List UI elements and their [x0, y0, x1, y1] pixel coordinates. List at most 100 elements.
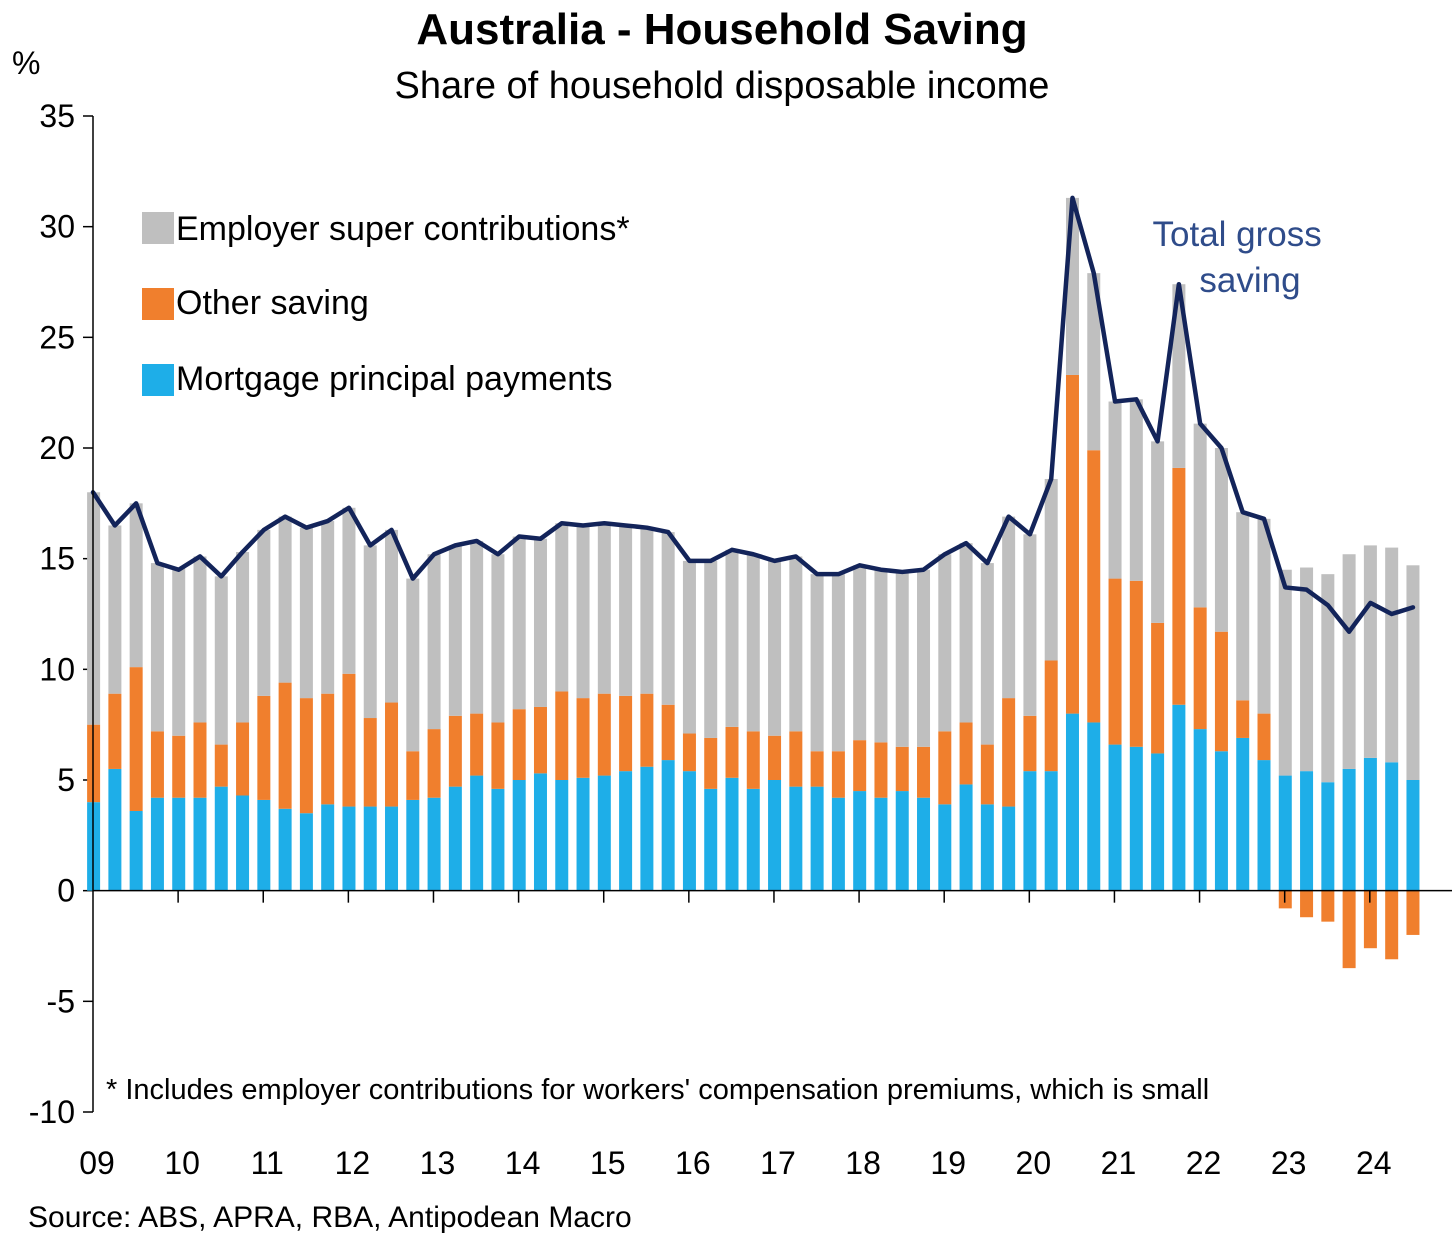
bar-employer-super [193, 556, 207, 723]
bar-other-saving [1385, 890, 1399, 960]
x-tick-label: 18 [845, 1145, 881, 1181]
bar-mortgage-principal [406, 799, 420, 891]
bar-other-saving [831, 751, 845, 798]
bar-other-saving [427, 729, 441, 798]
bar-employer-super [1385, 547, 1399, 763]
x-tick-label: 16 [675, 1145, 711, 1181]
bar-other-saving [768, 735, 782, 780]
bar-other-saving [278, 682, 292, 809]
bar-employer-super [385, 529, 399, 703]
bar-employer-super [448, 545, 462, 716]
bar-mortgage-principal [682, 771, 696, 891]
bar-other-saving [533, 706, 547, 774]
bar-other-saving [363, 718, 377, 807]
bar-employer-super [1363, 545, 1377, 758]
bar-mortgage-principal [278, 808, 292, 891]
bar-employer-super [1342, 554, 1356, 769]
bar-employer-super [257, 529, 271, 696]
x-tick-label: 24 [1356, 1145, 1392, 1181]
bar-mortgage-principal [448, 786, 462, 891]
bar-employer-super [1151, 441, 1165, 623]
bar-mortgage-principal [342, 806, 356, 891]
x-tick-label: 10 [164, 1145, 200, 1181]
bar-other-saving [491, 722, 505, 789]
bar-other-saving [108, 693, 122, 769]
bar-employer-super [874, 569, 888, 743]
bar-mortgage-principal [1193, 729, 1207, 891]
y-tick-label: 5 [57, 762, 75, 798]
x-axis: 09 10 11 12 13 14 15 16 17 18 19 20 21 22 23 24 [79, 890, 1392, 1181]
bar-other-saving [661, 704, 675, 761]
bar-employer-super [1321, 574, 1335, 783]
bar-employer-super [661, 532, 675, 705]
x-tick-label: 12 [335, 1145, 371, 1181]
bar-mortgage-principal [193, 797, 207, 891]
bar-employer-super [1278, 569, 1292, 776]
bar-other-saving [1300, 890, 1314, 918]
bar-mortgage-principal [831, 797, 845, 891]
bar-other-saving [214, 744, 228, 787]
bar-other-saving [725, 726, 739, 778]
bar-employer-super [299, 527, 313, 699]
bar-employer-super [1236, 512, 1250, 701]
bar-mortgage-principal [938, 804, 952, 891]
bar-mortgage-principal [597, 775, 611, 891]
bar-other-saving [406, 751, 420, 800]
bar-other-saving [1236, 700, 1250, 738]
bar-mortgage-principal [959, 784, 973, 891]
bar-mortgage-principal [555, 780, 569, 891]
y-tick-label: 25 [39, 319, 75, 355]
bar-employer-super [810, 574, 824, 752]
chart-title: Australia - Household Saving [416, 5, 1027, 54]
bar-mortgage-principal [385, 806, 399, 891]
bar-employer-super [470, 540, 484, 714]
bar-mortgage-principal [1321, 782, 1335, 891]
bar-mortgage-principal [1363, 757, 1377, 891]
bar-other-saving [321, 693, 335, 805]
bar-employer-super [1108, 401, 1122, 579]
bar-other-saving [1129, 580, 1143, 747]
bar-mortgage-principal [853, 791, 867, 891]
footnote: * Includes employer contributions for wo… [106, 1074, 1209, 1106]
bar-mortgage-principal [1044, 771, 1058, 891]
bar-employer-super [1023, 534, 1037, 716]
bar-employer-super [363, 545, 377, 719]
bar-other-saving [470, 713, 484, 776]
legend-swatch-mortgage-principal [142, 364, 174, 396]
bar-employer-super [1044, 478, 1058, 661]
bar-other-saving [555, 691, 569, 780]
y-axis: 35 30 25 20 15 10 5 0 -5 -10 [29, 98, 93, 1130]
bar-mortgage-principal [512, 780, 526, 891]
bar-employer-super [1193, 423, 1207, 608]
bar-other-saving [917, 746, 931, 798]
bar-employer-super [1300, 567, 1314, 772]
bar-other-saving [1044, 660, 1058, 772]
bar-mortgage-principal [427, 797, 441, 891]
bar-other-saving [576, 698, 590, 778]
bar-other-saving [1151, 622, 1165, 754]
x-tick-label: 15 [590, 1145, 626, 1181]
bar-mortgage-principal [980, 804, 994, 891]
bar-employer-super [427, 554, 441, 730]
bar-employer-super [555, 523, 569, 692]
bar-mortgage-principal [619, 771, 633, 891]
chart-subtitle: Share of household disposable income [395, 65, 1050, 107]
bar-other-saving [704, 737, 718, 789]
bar-employer-super [406, 578, 420, 752]
annotation-line-2: saving [1199, 261, 1300, 300]
bar-other-saving [619, 695, 633, 772]
legend-swatch-employer-super [142, 212, 174, 244]
bar-mortgage-principal [810, 786, 824, 891]
y-axis-unit-label: % [12, 45, 40, 81]
bar-employer-super [1087, 273, 1101, 451]
bar-other-saving [789, 731, 803, 787]
bar-employer-super [129, 503, 143, 668]
bar-employer-super [619, 525, 633, 696]
x-tick-label: 11 [251, 1145, 284, 1181]
bar-other-saving [193, 722, 207, 798]
legend-label-mortgage-principal: Mortgage principal payments [176, 360, 613, 398]
bar-other-saving [1002, 698, 1016, 807]
bar-employer-super [895, 571, 909, 747]
y-tick-label: 15 [39, 541, 75, 577]
bar-other-saving [640, 693, 654, 767]
